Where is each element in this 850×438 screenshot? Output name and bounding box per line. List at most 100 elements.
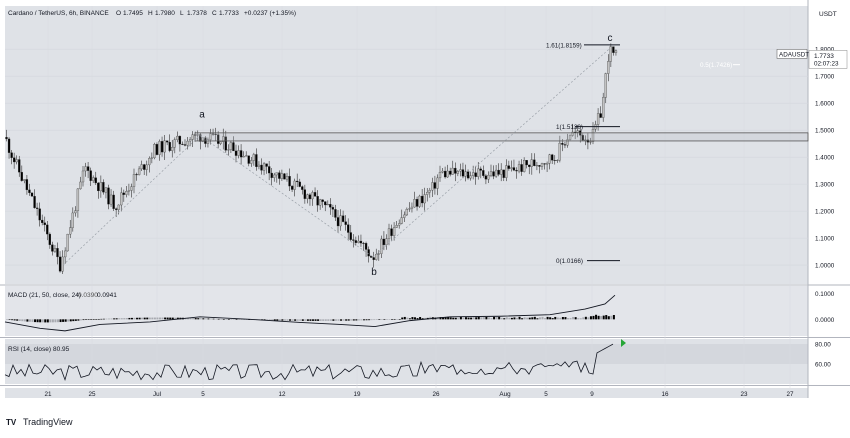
candle-down xyxy=(296,180,299,183)
macd-histogram-bar xyxy=(340,319,343,321)
price-tick-label: 1.7000 xyxy=(815,74,835,81)
time-tick-label: 16 xyxy=(661,391,669,398)
candle-up xyxy=(76,188,80,211)
fib-161-label: 1.61(1.8159) xyxy=(546,42,582,49)
macd-histogram-bar xyxy=(597,315,600,320)
macd-histogram-bar xyxy=(225,319,228,320)
candle-up xyxy=(505,165,508,178)
candle-up xyxy=(15,159,18,163)
candle-up xyxy=(176,135,179,140)
macd-histogram-bar xyxy=(352,319,355,321)
candle-down xyxy=(512,167,516,171)
macd-histogram-bar xyxy=(100,318,103,320)
macd-histogram-bar xyxy=(439,317,442,320)
candle-up xyxy=(191,134,194,140)
macd-histogram-bar xyxy=(454,317,457,320)
macd-histogram-bar xyxy=(569,318,572,320)
candle-down xyxy=(341,215,345,222)
macd-histogram-bar xyxy=(357,319,360,321)
macd-histogram-bar xyxy=(294,319,297,321)
candle-down xyxy=(33,196,36,209)
macd-histogram-bar xyxy=(312,319,314,321)
ohlc-key: L xyxy=(180,10,184,17)
macd-histogram-bar xyxy=(584,316,587,320)
macd-histogram-bar xyxy=(34,319,37,323)
macd-histogram-bar xyxy=(444,317,447,320)
macd-histogram-bar xyxy=(271,319,274,321)
macd-histogram-bar xyxy=(482,317,485,320)
macd-histogram-bar xyxy=(493,316,496,320)
candle-down xyxy=(449,170,452,175)
macd-histogram-bar xyxy=(138,317,141,320)
candle-down xyxy=(247,155,250,164)
candle-up xyxy=(438,172,442,179)
candle-up xyxy=(387,228,391,239)
candle-up xyxy=(227,149,230,151)
candle-down xyxy=(301,186,304,190)
candle-down xyxy=(48,233,51,245)
candle-down xyxy=(28,189,31,194)
candle-up xyxy=(173,139,176,148)
rsi-title: RSI (14, close) xyxy=(8,346,51,353)
macd-histogram-bar xyxy=(411,317,414,320)
macd-histogram-bar xyxy=(500,317,503,320)
candle-up xyxy=(540,163,544,167)
macd-histogram-bar xyxy=(567,318,569,320)
candle-up xyxy=(413,199,416,208)
candle-up xyxy=(375,254,378,260)
macd-histogram-bar xyxy=(95,319,98,320)
candle-down xyxy=(454,167,457,174)
macd-histogram-bar xyxy=(18,319,21,321)
candle-down xyxy=(216,134,220,144)
candle-down xyxy=(239,150,243,158)
candle-down xyxy=(321,199,324,202)
candle-up xyxy=(250,160,253,164)
macd-histogram-bar xyxy=(169,317,172,320)
macd-histogram-bar xyxy=(143,317,146,320)
candle-down xyxy=(461,169,465,177)
candle-up xyxy=(548,154,551,164)
candle-up xyxy=(558,142,561,161)
candle-down xyxy=(415,199,419,207)
macd-histogram-bar xyxy=(589,316,592,320)
candle-up xyxy=(186,140,189,146)
candle-down xyxy=(367,249,370,257)
candle-up xyxy=(426,191,429,195)
candle-down xyxy=(43,222,46,226)
macd-histogram-bar xyxy=(232,319,235,320)
macd-histogram-bar xyxy=(161,317,164,320)
macd-histogram-bar xyxy=(148,317,151,320)
macd-histogram-bar xyxy=(324,319,327,321)
macd-histogram-bar xyxy=(475,317,478,320)
macd-histogram-bar xyxy=(105,318,108,320)
candle-down xyxy=(502,169,505,178)
candle-down xyxy=(482,170,485,176)
candle-up xyxy=(275,172,278,176)
tradingview-branding[interactable]: TV TradingView xyxy=(6,417,73,427)
candle-down xyxy=(336,217,340,227)
macd-histogram-bar xyxy=(243,319,246,320)
candle-down xyxy=(520,164,523,172)
macd-histogram-bar xyxy=(62,319,65,322)
macd-histogram-bar xyxy=(108,318,110,320)
candle-down xyxy=(112,194,115,209)
candle-up xyxy=(99,182,102,192)
macd-histogram-bar xyxy=(528,317,531,320)
candle-up xyxy=(614,50,618,53)
candle-up xyxy=(517,164,521,172)
candle-up xyxy=(252,154,256,161)
candle-up xyxy=(477,168,480,177)
macd-histogram-bar xyxy=(74,319,77,321)
macd-histogram-bar xyxy=(592,315,595,320)
macd-histogram-bar xyxy=(207,318,210,320)
macd-histogram-bar xyxy=(54,319,57,323)
macd-histogram-bar xyxy=(87,319,90,320)
candle-down xyxy=(30,192,34,197)
candle-up xyxy=(130,186,133,191)
candle-down xyxy=(265,163,268,167)
candle-down xyxy=(89,170,92,181)
candle-down xyxy=(86,166,90,171)
candle-down xyxy=(199,134,202,142)
macd-histogram-bar xyxy=(602,315,605,320)
